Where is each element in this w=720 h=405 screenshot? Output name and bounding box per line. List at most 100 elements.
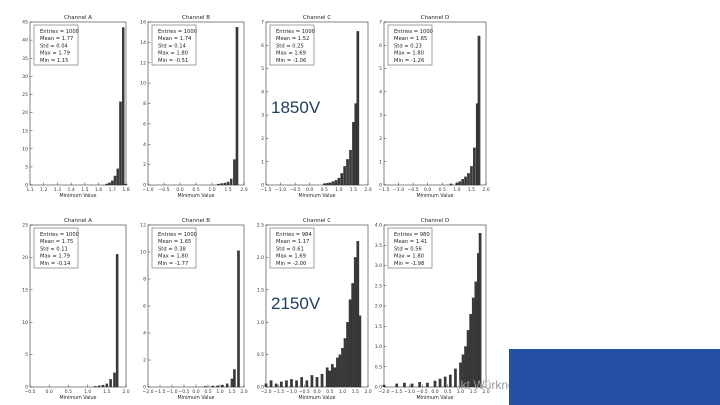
x-axis-label: Minimum Value xyxy=(299,193,336,199)
histogram-bar xyxy=(320,373,324,388)
histogram-bar xyxy=(113,372,116,388)
stats-line: Max = 1.79 xyxy=(40,51,70,57)
y-tick-label: 8 xyxy=(143,277,146,283)
y-tick-label: 12 xyxy=(140,223,146,229)
x-tick-label: −0.5 xyxy=(24,389,35,395)
stats-line: Std = 0.38 xyxy=(158,246,186,252)
stats-line: Min = -1.98 xyxy=(394,261,424,267)
stats-box xyxy=(151,24,197,66)
x-tick-label: 1.0 xyxy=(216,389,223,395)
histogram-bar xyxy=(122,27,125,186)
histogram-bar xyxy=(449,183,453,186)
histogram-bar xyxy=(113,175,117,186)
histogram-bar xyxy=(334,180,338,186)
histogram-bar xyxy=(438,378,442,388)
voltage-label-2150v: 2150V xyxy=(269,294,323,314)
x-tick-label: 1.0 xyxy=(208,187,215,193)
x-tick-label: 1.1 xyxy=(26,187,33,193)
histogram-bar xyxy=(310,375,314,388)
histogram-bar xyxy=(116,168,120,186)
histogram-bar xyxy=(300,377,304,388)
histogram-bar xyxy=(467,173,470,186)
y-tick-label: 6 xyxy=(379,43,382,49)
stats-line: Std = 0.23 xyxy=(394,43,422,49)
stats-line: Min = 1.15 xyxy=(40,58,68,64)
stats-box xyxy=(387,227,433,269)
y-tick-label: 6 xyxy=(143,121,146,127)
histogram-bar xyxy=(94,386,97,388)
histogram-bar xyxy=(464,346,467,388)
x-tick-label: −0.5 xyxy=(290,187,301,193)
y-tick-label: 1 xyxy=(379,159,382,165)
y-tick-label: 0.0 xyxy=(375,385,382,391)
histogram-bar xyxy=(341,348,344,388)
x-tick-label: 2.0 xyxy=(364,187,371,193)
stats-line: Max = 1.69 xyxy=(276,51,306,57)
y-tick-label: 10 xyxy=(22,146,28,152)
x-tick-label: 0.0 xyxy=(431,389,438,395)
stats-line: Min = -1.77 xyxy=(158,261,188,267)
histogram-bar xyxy=(454,368,457,388)
x-tick-label: −1.5 xyxy=(154,389,165,395)
y-tick-label: 5 xyxy=(25,164,28,170)
stats-line: Entries = 980 xyxy=(394,232,430,238)
stats-line: Entries = 1000 xyxy=(40,232,79,238)
histogram-bar xyxy=(295,380,298,388)
y-tick-label: 20 xyxy=(22,255,28,261)
stats-box xyxy=(269,24,315,66)
histogram-bar xyxy=(478,233,482,388)
x-tick-label: 2.0 xyxy=(122,389,129,395)
histogram-bar xyxy=(109,379,112,388)
x-tick-label: −0.5 xyxy=(299,389,310,395)
x-tick-label: 0.0 xyxy=(306,187,313,193)
stats-line: Entries = 1000 xyxy=(158,29,197,35)
histogram-bar xyxy=(358,315,362,388)
x-tick-label: 0.5 xyxy=(192,187,199,193)
y-tick-label: 40 xyxy=(22,38,28,44)
y-tick-label: 0 xyxy=(143,183,146,189)
x-tick-label: 2.0 xyxy=(482,389,489,395)
y-tick-label: 2.5 xyxy=(375,283,382,289)
y-tick-label: 4.0 xyxy=(375,223,382,229)
histogram-bar xyxy=(237,250,240,388)
x-tick-label: −1.0 xyxy=(286,389,297,395)
x-tick-label: 1.0 xyxy=(457,389,464,395)
x-tick-label: 0.5 xyxy=(204,389,211,395)
stats-line: Min = -0.51 xyxy=(158,58,188,64)
histogram-panel-4: Channel D −1.5 −1.0 −0.5 0.0 0.5 1.0 1.5 2.0 0 1 2 3… xyxy=(378,15,489,199)
x-tick-label: 0.0 xyxy=(313,389,320,395)
x-tick-label: 1.3 xyxy=(54,187,61,193)
x-axis-label: Minimum Value xyxy=(178,193,215,199)
stats-line: Std = 0.25 xyxy=(276,43,304,49)
y-tick-label: 5 xyxy=(25,352,28,358)
histogram-bar xyxy=(466,330,470,388)
histogram-bar xyxy=(274,383,278,388)
y-tick-label: 3 xyxy=(261,113,264,119)
histogram-bar xyxy=(233,369,236,388)
histogram-bar xyxy=(461,354,465,388)
x-tick-label: −1.5 xyxy=(378,187,389,193)
y-tick-label: 0.0 xyxy=(257,385,264,391)
histogram-bar xyxy=(469,314,473,388)
y-tick-label: 15 xyxy=(22,287,28,293)
x-tick-label: 1.0 xyxy=(453,187,460,193)
panel-title: Channel D xyxy=(421,15,450,21)
y-tick-label: 2 xyxy=(143,162,146,168)
y-tick-label: 0.5 xyxy=(257,352,264,358)
x-tick-label: 0.5 xyxy=(439,187,446,193)
x-tick-label: −0.5 xyxy=(408,187,419,193)
stats-line: Max = 1.79 xyxy=(40,254,70,260)
y-tick-label: 2.0 xyxy=(257,255,264,261)
stats-box xyxy=(33,24,79,66)
stats-line: Std = 0.04 xyxy=(40,43,69,49)
stats-line: Entries = 1000 xyxy=(158,232,197,238)
y-tick-label: 15 xyxy=(22,128,28,134)
x-axis-label: Minimum Value xyxy=(299,395,336,401)
y-tick-label: 6 xyxy=(261,43,264,49)
voltage-label-1850v: 1850V xyxy=(269,98,323,118)
x-tick-label: 1.0 xyxy=(335,187,342,193)
x-tick-label: −2.0 xyxy=(378,389,389,395)
histogram-panel-6: Channel B −2.0 −1.5 −1.0 −0.5 0.0 0.5 1.0 1.5 2.0… xyxy=(140,218,248,401)
x-tick-label: 0.0 xyxy=(176,187,183,193)
x-tick-label: 0.0 xyxy=(192,389,199,395)
